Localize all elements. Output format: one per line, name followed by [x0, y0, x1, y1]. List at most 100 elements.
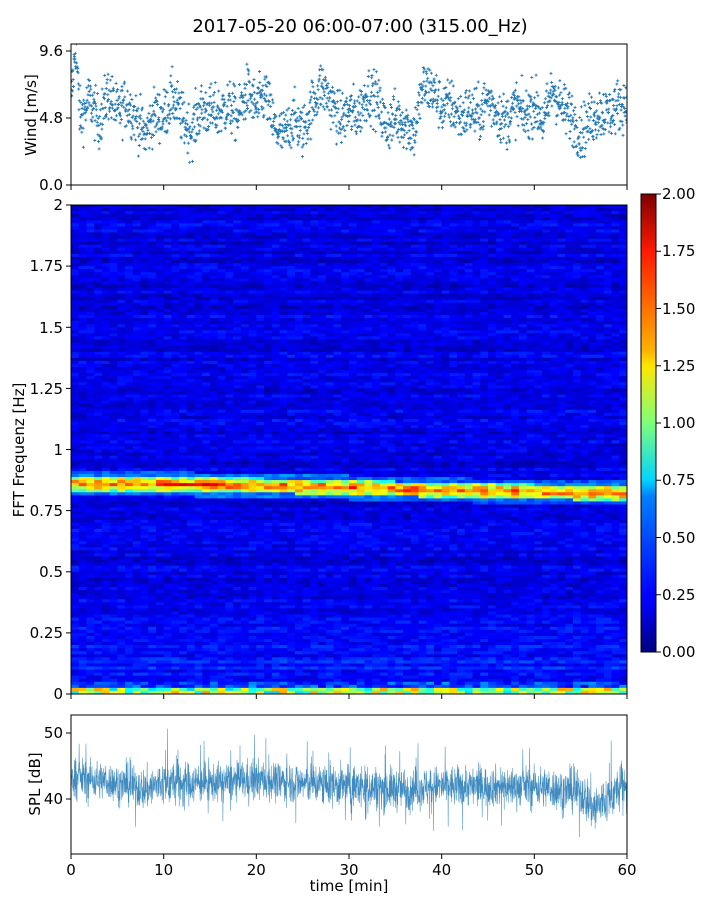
spectrogram-cell: [310, 220, 318, 223]
spectrogram-cell: [619, 294, 627, 297]
spectrogram-cell: [565, 346, 573, 349]
spectrogram-cell: [272, 404, 280, 407]
spectrogram-cell: [225, 388, 233, 391]
spectrogram-cell: [210, 251, 218, 254]
spectrogram-cell: [380, 248, 388, 251]
spectrogram-cell: [395, 245, 403, 248]
spectrogram-cell: [86, 370, 94, 373]
spectrogram-cell: [79, 349, 87, 352]
spectrogram-cell: [473, 300, 481, 303]
spectrogram-cell: [79, 361, 87, 364]
spectrogram-cell: [588, 239, 596, 242]
spectrogram-cell: [534, 394, 542, 397]
spectrogram-cell: [542, 263, 550, 266]
spectrogram-cell: [442, 275, 450, 278]
spectrogram-cell: [110, 352, 118, 355]
spectrogram-cell: [249, 248, 257, 251]
spectrogram-cell: [272, 391, 280, 394]
spectrogram-cell: [403, 330, 411, 333]
spectrogram-cell: [364, 318, 372, 321]
spectrogram-cell: [388, 306, 396, 309]
spectrogram-cell: [241, 272, 249, 275]
spectrogram-cell: [380, 398, 388, 401]
spectrogram-cell: [148, 391, 156, 394]
spectrogram-cell: [619, 223, 627, 226]
spectrogram-cell: [573, 208, 581, 211]
spectrogram-cell: [465, 358, 473, 361]
spectrogram-cell: [380, 413, 388, 416]
spectrogram-cell: [380, 373, 388, 376]
spectrogram-cell: [171, 220, 179, 223]
spectrogram-cell: [473, 315, 481, 318]
spectrogram-cell: [117, 208, 125, 211]
spectrogram-cell: [519, 300, 527, 303]
spectrogram-cell: [449, 391, 457, 394]
spectrogram-cell: [588, 278, 596, 281]
spectrogram-cell: [612, 370, 620, 373]
spectrogram-cell: [272, 223, 280, 226]
spectrogram-cell: [287, 303, 295, 306]
spectrogram-cell: [334, 291, 342, 294]
spectrogram-cell: [225, 236, 233, 239]
spectrogram-cell: [110, 306, 118, 309]
spectrogram-cell: [442, 217, 450, 220]
spectrogram-cell: [264, 303, 272, 306]
spectrogram-cell: [380, 361, 388, 364]
spectrogram-cell: [411, 339, 419, 342]
spectrogram-cell: [287, 407, 295, 410]
spectrogram-cell: [388, 275, 396, 278]
spectrogram-cell: [125, 303, 133, 306]
spectrogram-cell: [233, 352, 241, 355]
spectrogram-cell: [527, 385, 535, 388]
spectrogram-cell: [249, 388, 257, 391]
spectrogram-cell: [125, 401, 133, 404]
spectrogram-cell: [364, 254, 372, 257]
spectrogram-cell: [210, 260, 218, 263]
spectrogram-cell: [280, 284, 288, 287]
spectrogram-cell: [102, 226, 110, 229]
spectrogram-cell: [465, 315, 473, 318]
spectrogram-cell: [503, 303, 511, 306]
spectrogram-cell: [303, 346, 311, 349]
spectrogram-cell: [581, 309, 589, 312]
spectrogram-cell: [202, 226, 210, 229]
spectrogram-cell: [403, 379, 411, 382]
spectrogram-cell: [264, 315, 272, 318]
spectrogram-cell: [426, 281, 434, 284]
spectrogram-cell: [341, 242, 349, 245]
spectrogram-cell: [419, 294, 427, 297]
spectrogram-cell: [372, 324, 380, 327]
spectrogram-cell: [449, 327, 457, 330]
spectrogram-cell: [210, 391, 218, 394]
spectrogram-cell: [357, 382, 365, 385]
spectrogram-cell: [411, 343, 419, 346]
spectrogram-cell: [79, 294, 87, 297]
spectrogram-cell: [171, 211, 179, 214]
spectrogram-cell: [117, 343, 125, 346]
spectrogram-cell: [71, 263, 79, 266]
spectrogram-cell: [511, 275, 519, 278]
spectrogram-cell: [225, 404, 233, 407]
spectrogram-cell: [233, 208, 241, 211]
spectrogram-cell: [148, 330, 156, 333]
spectrogram-cell: [233, 382, 241, 385]
spectrogram-cell: [357, 309, 365, 312]
spectrogram-cell: [457, 275, 465, 278]
spectrogram-cell: [272, 327, 280, 330]
spectrogram-cell: [372, 211, 380, 214]
spectrogram-cell: [565, 321, 573, 324]
spectrogram-cell: [496, 254, 504, 257]
spectrogram-cell: [202, 388, 210, 391]
spectrogram-cell: [187, 410, 195, 413]
spectrogram-cell: [388, 266, 396, 269]
spectrogram-cell: [318, 394, 326, 397]
spectrogram-cell: [125, 208, 133, 211]
spectrogram-cell: [225, 208, 233, 211]
spectrogram-cell: [164, 398, 172, 401]
spectrogram-cell: [503, 300, 511, 303]
spectrogram-cell: [310, 236, 318, 239]
spectrogram-cell: [534, 229, 542, 232]
spectrogram-cell: [280, 220, 288, 223]
spectrogram-cell: [102, 291, 110, 294]
spectrogram-cell: [380, 309, 388, 312]
